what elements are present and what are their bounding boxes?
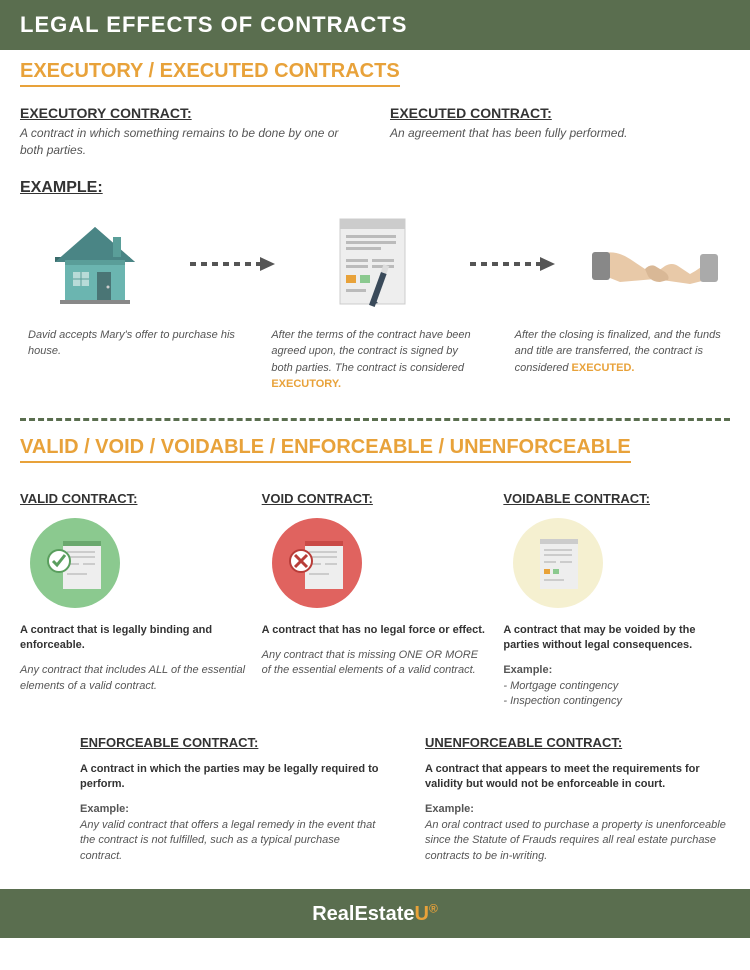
valid-detail: Any contract that includes ALL of the es… [20,663,247,694]
voidable-def: A contract that may be voided by the par… [503,623,730,654]
footer-reg: ® [429,901,438,915]
unenforceable-detail: Example: An oral contract used to purcha… [425,802,730,864]
executed-block: EXECUTED CONTRACT: An agreement that has… [390,105,730,159]
caption-1-text: David accepts Mary's offer to purchase h… [28,329,235,358]
footer: RealEstateU® [0,889,750,938]
void-block: VOID CONTRACT: A contract that has no le… [262,491,489,710]
executed-text: An agreement that has been fully perform… [390,125,730,142]
example-label: EXAMPLE: [20,179,730,197]
section2-title: VALID / VOID / VOIDABLE / ENFORCEABLE / … [20,436,631,463]
arrow-icon [185,254,285,274]
arrow-icon [465,254,565,274]
definitions-row: EXECUTORY CONTRACT: A contract in which … [20,105,730,159]
enforceable-detail-label: Example: [80,803,129,815]
caption-1: David accepts Mary's offer to purchase h… [20,327,243,393]
unenforceable-detail-text: An oral contract used to purchase a prop… [425,819,726,862]
valid-circle-icon [30,518,120,608]
valid-def: A contract that is legally binding and e… [20,623,247,654]
enforceable-title: ENFORCEABLE CONTRACT: [80,735,385,750]
executed-title: EXECUTED CONTRACT: [390,105,730,121]
enforceable-block: ENFORCEABLE CONTRACT: A contract in whic… [80,735,385,864]
house-icon [20,222,170,307]
unenforceable-block: UNENFORCEABLE CONTRACT: A contract that … [425,735,730,864]
voidable-block: VOIDABLE CONTRACT: A contract that may b… [503,491,730,710]
caption-3-highlight: EXECUTED. [572,362,635,374]
unenforceable-detail-label: Example: [425,803,474,815]
footer-brand-pre: RealEstate [312,903,414,925]
voidable-detail-text: - Mortgage contingency - Inspection cont… [503,680,622,707]
unenforceable-title: UNENFORCEABLE CONTRACT: [425,735,730,750]
voidable-title: VOIDABLE CONTRACT: [503,491,730,506]
footer-brand: RealEstateU® [312,903,438,925]
caption-2-text: After the terms of the contract have bee… [271,329,470,374]
voidable-circle-icon [513,518,603,608]
unenforceable-def: A contract that appears to meet the requ… [425,762,730,793]
example-captions: David accepts Mary's offer to purchase h… [20,327,730,393]
void-title: VOID CONTRACT: [262,491,489,506]
divider [20,418,730,421]
enforceable-detail-text: Any valid contract that offers a legal r… [80,819,375,862]
example-row [20,217,730,312]
enforceable-detail: Example: Any valid contract that offers … [80,802,385,864]
content: EXECUTORY / EXECUTED CONTRACTS EXECUTORY… [0,50,750,864]
voidable-detail-label: Example: [503,664,552,676]
void-detail: Any contract that is missing ONE OR MORE… [262,648,489,679]
handshake-icon [580,224,730,304]
executory-title: EXECUTORY CONTRACT: [20,105,360,121]
contract-types-row2: ENFORCEABLE CONTRACT: A contract in whic… [20,735,730,864]
document-icon [300,217,450,312]
caption-2: After the terms of the contract have bee… [263,327,486,393]
contract-types-row: VALID CONTRACT: A contract that is legal… [20,491,730,710]
executory-text: A contract in which something remains to… [20,125,360,159]
void-circle-icon [272,518,362,608]
voidable-detail: Example: - Mortgage contingency - Inspec… [503,663,730,709]
header: LEGAL EFFECTS OF CONTRACTS [0,0,750,50]
caption-2-highlight: EXECUTORY. [271,378,341,390]
enforceable-def: A contract in which the parties may be l… [80,762,385,793]
footer-brand-u: U [414,903,428,925]
valid-title: VALID CONTRACT: [20,491,247,506]
void-def: A contract that has no legal force or ef… [262,623,489,638]
valid-block: VALID CONTRACT: A contract that is legal… [20,491,247,710]
caption-3: After the closing is finalized, and the … [507,327,730,393]
section1-title: EXECUTORY / EXECUTED CONTRACTS [20,60,400,87]
executory-block: EXECUTORY CONTRACT: A contract in which … [20,105,360,159]
page-title: LEGAL EFFECTS OF CONTRACTS [20,12,730,38]
